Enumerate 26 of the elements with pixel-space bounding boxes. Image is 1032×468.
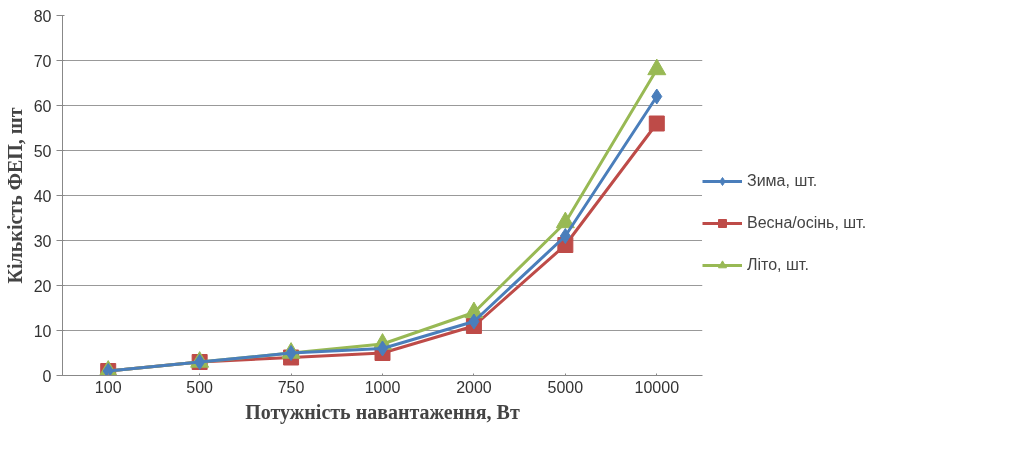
x-tick-label: 5000 xyxy=(547,378,584,396)
y-tick-label: 70 xyxy=(33,52,52,70)
point xyxy=(468,313,480,330)
x-axis-title: Потужність навантаження, Вт xyxy=(245,400,520,424)
legend-label: Зима, шт. xyxy=(747,172,818,190)
point xyxy=(285,345,297,361)
legend-label: Літо, шт. xyxy=(747,256,809,274)
y-tick-label: 80 xyxy=(33,7,52,25)
x-tick-label: 1000 xyxy=(364,378,401,396)
y-tick-label: 50 xyxy=(33,142,52,160)
y-tick-label: 0 xyxy=(42,367,52,385)
point xyxy=(651,88,663,105)
x-tick-label: 10000 xyxy=(634,378,680,396)
point xyxy=(648,115,665,132)
y-tick-label: 10 xyxy=(33,322,52,340)
legend-label: Весна/осінь, шт. xyxy=(747,214,867,232)
x-tick-label: 750 xyxy=(277,378,305,396)
y-tick-label: 20 xyxy=(33,277,52,295)
y-tick-label: 30 xyxy=(33,232,52,250)
point xyxy=(559,228,571,244)
x-tick-label: 500 xyxy=(186,378,214,396)
y-tick-label: 60 xyxy=(33,97,52,115)
x-tick-label: 2000 xyxy=(456,378,492,396)
x-tick-label: 100 xyxy=(94,378,122,396)
y-tick-label: 40 xyxy=(33,187,52,205)
y-axis-title: Кількість ФЕП, шт xyxy=(3,107,26,284)
